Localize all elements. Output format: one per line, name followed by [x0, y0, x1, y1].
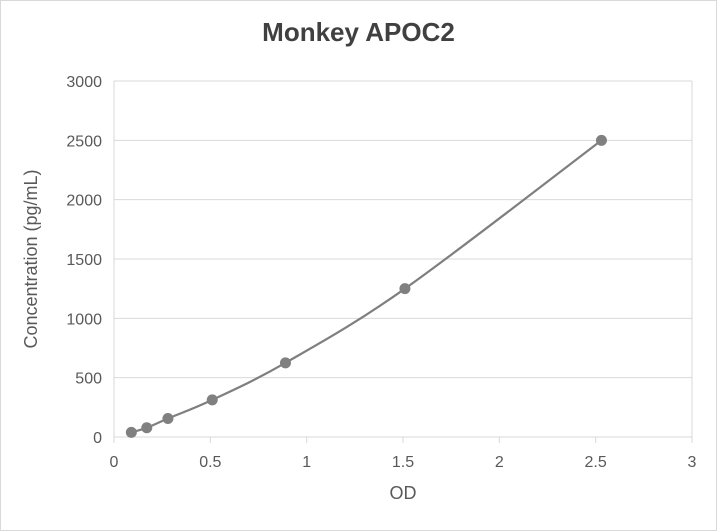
data-point — [125, 426, 137, 438]
y-tick-label: 500 — [75, 371, 102, 388]
x-tick-label: 0.5 — [199, 454, 221, 471]
x-tick-label: 2.5 — [585, 454, 607, 471]
gridlines — [113, 80, 693, 443]
data-point — [141, 422, 153, 434]
x-tick-label: 1 — [302, 454, 311, 471]
y-tick-label: 0 — [93, 430, 102, 447]
data-points — [125, 134, 607, 438]
y-tick-label: 1500 — [66, 252, 102, 269]
chart-title: Monkey APOC2 — [262, 17, 455, 47]
y-tick-label: 3000 — [66, 74, 102, 91]
data-point — [279, 357, 291, 369]
data-point — [162, 412, 174, 424]
y-axis-label: Concentration (pg/mL) — [21, 169, 41, 348]
y-tick-label: 1000 — [66, 311, 102, 328]
x-tick-label: 2 — [495, 454, 504, 471]
data-point — [399, 283, 411, 295]
x-tick-labels: 0 0.5 1 1.5 2 2.5 3 — [110, 454, 697, 471]
x-tick-label: 0 — [110, 454, 119, 471]
y-tick-label: 2500 — [66, 133, 102, 150]
data-point — [206, 394, 218, 406]
fit-curve-group — [131, 139, 603, 434]
x-tick-label: 1.5 — [392, 454, 414, 471]
x-axis-label: OD — [390, 483, 417, 503]
y-tick-label: 2000 — [66, 193, 102, 210]
fit-curve — [131, 139, 603, 434]
data-point — [595, 134, 607, 146]
x-tick-label: 3 — [688, 454, 697, 471]
y-tick-labels: 0 500 1000 1500 2000 2500 3000 — [66, 74, 102, 447]
